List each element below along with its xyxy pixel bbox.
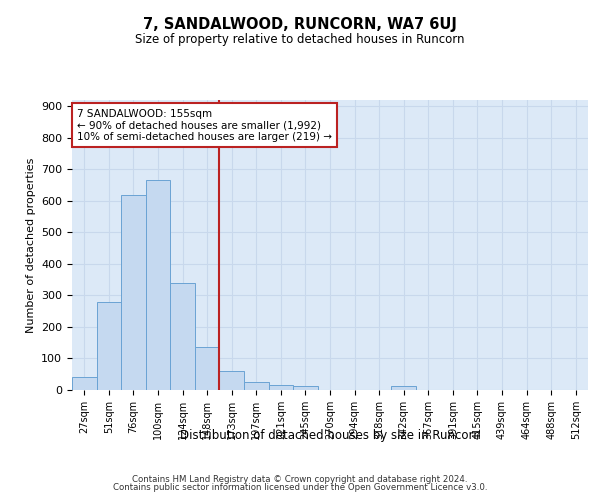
Y-axis label: Number of detached properties: Number of detached properties	[26, 158, 35, 332]
Text: Contains HM Land Registry data © Crown copyright and database right 2024.: Contains HM Land Registry data © Crown c…	[132, 476, 468, 484]
Bar	[72, 378, 97, 390]
Bar	[97, 302, 121, 390]
Bar	[170, 283, 195, 390]
Text: Contains public sector information licensed under the Open Government Licence v3: Contains public sector information licen…	[113, 483, 487, 492]
Text: Size of property relative to detached houses in Runcorn: Size of property relative to detached ho…	[135, 32, 465, 46]
Bar	[195, 348, 220, 390]
Text: Distribution of detached houses by size in Runcorn: Distribution of detached houses by size …	[179, 428, 481, 442]
Bar	[269, 384, 293, 390]
Bar	[244, 382, 269, 390]
Bar	[391, 386, 416, 390]
Text: 7 SANDALWOOD: 155sqm
← 90% of detached houses are smaller (1,992)
10% of semi-de: 7 SANDALWOOD: 155sqm ← 90% of detached h…	[77, 108, 332, 142]
Bar	[121, 194, 146, 390]
Bar	[293, 386, 318, 390]
Bar	[146, 180, 170, 390]
Text: 7, SANDALWOOD, RUNCORN, WA7 6UJ: 7, SANDALWOOD, RUNCORN, WA7 6UJ	[143, 18, 457, 32]
Bar	[220, 371, 244, 390]
